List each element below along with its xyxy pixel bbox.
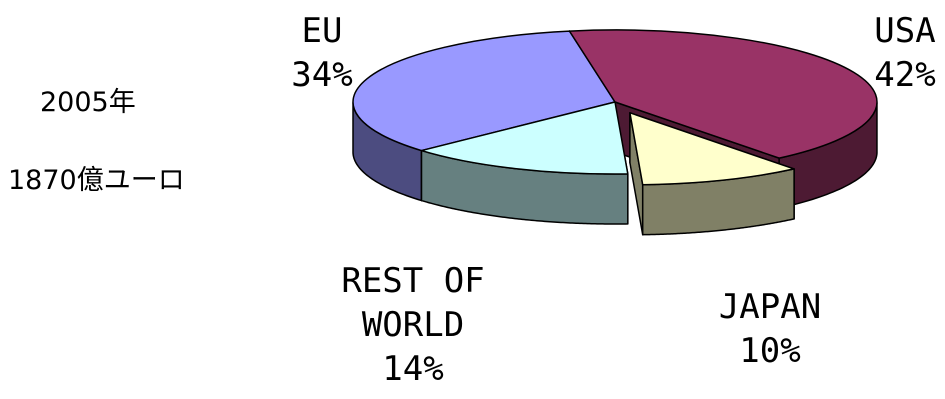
slice-rest-of-world (420, 101, 629, 175)
data-label-eu: EU 34% (291, 11, 352, 95)
pie-labels: USA 42% JAPAN 10% REST OF WORLD 14% EU 34% (291, 11, 935, 389)
data-label-usa: USA 42% (874, 11, 935, 95)
year-note: 2005年 (40, 87, 136, 118)
slice-japan (629, 112, 795, 186)
data-label-rest-of-world: REST OF WORLD 14% (341, 261, 484, 389)
slice-eu (352, 30, 616, 152)
pie-tops (352, 29, 878, 186)
data-label-japan: JAPAN 10% (719, 287, 821, 371)
slice-usa (568, 29, 878, 159)
total-note: 1870億ユーロ (8, 165, 185, 196)
